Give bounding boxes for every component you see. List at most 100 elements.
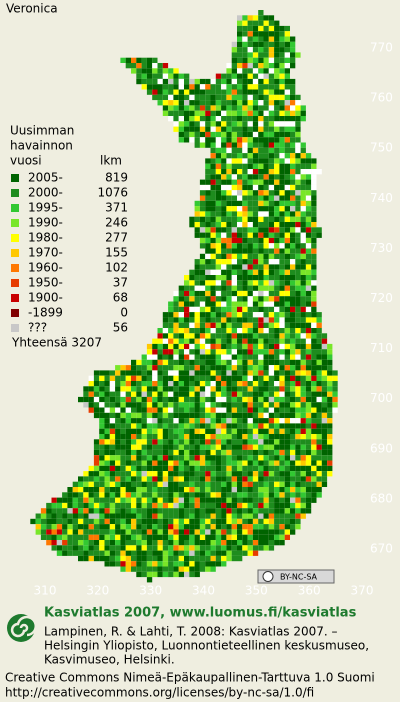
map-cell — [258, 126, 264, 132]
map-cell — [125, 402, 131, 408]
map-cell — [173, 402, 179, 408]
map-cell — [305, 153, 312, 159]
map-cell — [136, 78, 142, 85]
map-cell — [194, 227, 200, 233]
map-cell — [284, 57, 290, 63]
map-cell — [141, 449, 147, 456]
map-cell — [157, 444, 163, 450]
map-cell — [125, 508, 131, 514]
map-cell — [141, 502, 147, 509]
map-cell — [88, 476, 94, 482]
map-cell — [199, 84, 206, 90]
map-cell — [120, 428, 126, 434]
map-cell — [178, 306, 184, 313]
map-cell — [136, 545, 142, 551]
map-cell — [226, 153, 232, 159]
map-cell — [274, 68, 280, 74]
map-cell — [125, 365, 131, 371]
map-cell — [168, 338, 174, 344]
map-cell — [173, 89, 179, 95]
map-cell — [284, 78, 290, 85]
map-cell — [242, 269, 248, 275]
map-cell — [247, 264, 253, 270]
map-cell — [168, 306, 174, 313]
map-cell — [152, 423, 158, 429]
map-cell — [290, 508, 296, 514]
map-cell — [268, 184, 275, 191]
map-cell — [311, 259, 317, 265]
map-cell — [274, 63, 280, 69]
map-cell — [88, 502, 94, 509]
map-cell — [274, 47, 280, 53]
map-cell — [247, 534, 253, 540]
map-cell — [168, 116, 174, 122]
map-cell — [93, 518, 100, 525]
map-cell — [199, 529, 206, 535]
map-cell — [189, 407, 195, 413]
map-cell — [231, 481, 237, 487]
map-cell — [199, 179, 206, 185]
map-cell — [152, 481, 158, 487]
map-cell — [62, 497, 68, 503]
map-cell — [146, 349, 153, 355]
map-cell — [252, 36, 259, 42]
map-cell — [237, 391, 243, 397]
map-cell — [231, 179, 237, 185]
map-cell — [274, 200, 280, 207]
map-cell — [242, 105, 248, 111]
map-cell — [274, 237, 280, 244]
map-cell — [88, 555, 94, 562]
map-cell — [237, 253, 243, 260]
map-cell — [305, 343, 312, 350]
map-cell — [109, 386, 116, 392]
map-cell — [83, 502, 89, 509]
map-cell — [226, 407, 232, 413]
map-cell — [199, 275, 206, 281]
map-cell — [162, 333, 169, 339]
map-cell — [104, 449, 110, 456]
map-cell — [162, 68, 169, 74]
map-cell — [300, 317, 306, 323]
map-cell — [311, 359, 317, 366]
map-cell — [263, 280, 269, 286]
map-cell — [311, 275, 317, 281]
map-cell — [205, 439, 211, 445]
map-cell — [184, 449, 190, 456]
map-cell — [168, 375, 174, 381]
map-cell — [237, 47, 243, 53]
map-cell — [237, 237, 243, 244]
map-cell — [311, 290, 317, 297]
legend-label: 1950- — [28, 276, 63, 290]
map-cell — [311, 444, 317, 450]
map-cell — [274, 259, 280, 265]
map-cell — [263, 449, 269, 456]
map-cell — [321, 359, 328, 366]
map-cell — [247, 275, 253, 281]
map-cell — [51, 534, 57, 540]
map-cell — [295, 487, 301, 493]
map-cell — [274, 338, 280, 344]
map-cell — [199, 524, 206, 530]
map-cell — [194, 545, 200, 551]
map-cell — [189, 487, 195, 493]
map-cell — [327, 444, 333, 450]
map-cell — [168, 428, 174, 434]
map-cell — [178, 285, 184, 291]
map-cell — [173, 391, 179, 397]
map-cell — [189, 306, 195, 313]
map-cell — [300, 455, 306, 461]
map-cell — [279, 312, 285, 318]
map-cell — [99, 502, 105, 509]
map-cell — [231, 391, 237, 397]
map-cell — [258, 31, 264, 37]
map-cell — [131, 407, 137, 413]
map-cell — [290, 269, 296, 275]
map-cell — [311, 354, 317, 360]
map-cell — [237, 492, 243, 498]
map-cell — [199, 354, 206, 360]
map-cell — [226, 237, 232, 244]
map-cell — [131, 524, 137, 530]
map-cell — [205, 487, 211, 493]
map-cell — [115, 439, 121, 445]
map-cell — [300, 487, 306, 493]
